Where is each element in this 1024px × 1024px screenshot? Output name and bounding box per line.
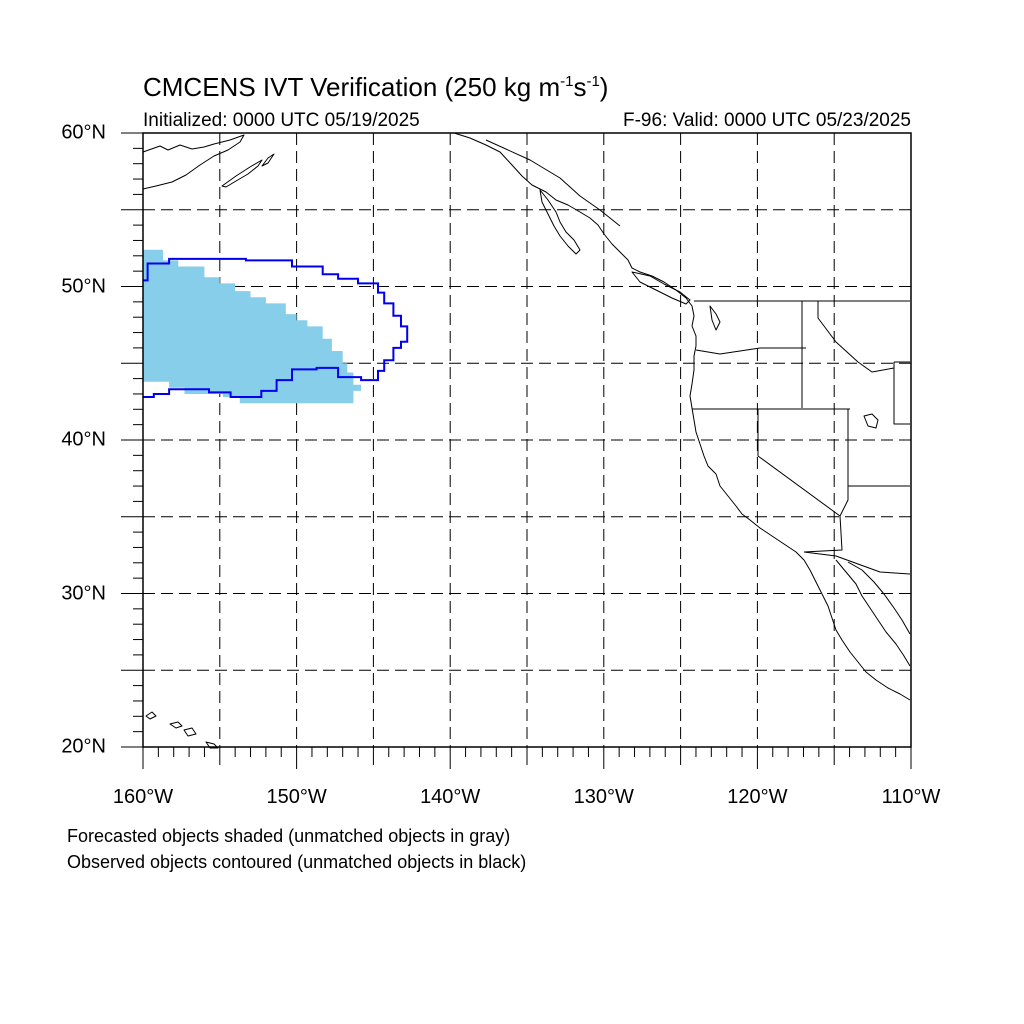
puget-sound [709, 305, 721, 331]
hawaii-islands [145, 711, 219, 749]
lat-label: 40°N [61, 428, 106, 451]
observed-object-contour [143, 257, 409, 398]
lon-label: 150°W [266, 786, 327, 808]
great-salt-lake [863, 413, 879, 429]
lon-label: 140°W [420, 786, 481, 808]
chart-title: CMCENS IVT Verification (250 kg m-1s-1) [143, 72, 609, 102]
lon-label: 160°W [112, 786, 174, 808]
forecast-note: Forecasted objects shaded (unmatched obj… [67, 826, 511, 846]
mexico-mainland-coast [847, 561, 911, 635]
lon-label: 120°W [727, 786, 788, 808]
lon-label: 110°W [881, 786, 941, 808]
us-mexico-border [803, 551, 911, 575]
forecast-object-shaded [143, 249, 362, 404]
baja-east-coast [835, 559, 911, 667]
lat-label: 20°N [61, 735, 106, 758]
lat-label: 60°N [61, 121, 106, 144]
coastlines-and-borders [142, 132, 911, 749]
canada-boundary [485, 139, 621, 227]
lat-label: 30°N [61, 582, 106, 604]
washington-oregon-border [695, 347, 806, 355]
idaho-border [801, 301, 895, 408]
observed-note: Observed objects contoured (unmatched ob… [67, 852, 527, 872]
bc-coastline [603, 233, 717, 475]
alaska-panhandle-islands [539, 189, 581, 255]
southcentral-alaska-coastline [453, 132, 605, 235]
lon-label: 130°W [573, 786, 634, 808]
california-coastline [715, 473, 911, 701]
kenai-coastline [261, 153, 275, 167]
initialized-time: Initialized: 0000 UTC 05/19/2025 [143, 110, 420, 131]
axis-ticks [121, 132, 912, 769]
alaska-coastline [142, 134, 245, 190]
utah-arizona-border [848, 361, 910, 487]
vancouver-island [631, 271, 691, 305]
lat-lon-grid [143, 133, 911, 747]
california-arizona-border [803, 515, 843, 553]
valid-time: F-96: Valid: 0000 UTC 05/23/2025 [623, 110, 911, 131]
kodiak-coastline [221, 159, 263, 188]
lat-label: 50°N [61, 275, 106, 297]
